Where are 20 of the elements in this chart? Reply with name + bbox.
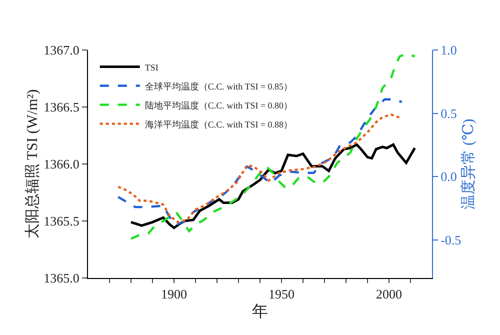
y2-axis-title: 温度异常 (℃) (460, 118, 478, 210)
legend-label: 陆地平均温度（C.C. with TSI = 0.80） (144, 100, 293, 110)
y-tick-label: 1366.0 (44, 156, 80, 172)
y2-tick-label: 0.5 (440, 106, 457, 121)
y2-tick-label: 0.0 (440, 169, 457, 184)
y2-tick-label: 1.0 (440, 42, 457, 58)
x-tick-label: 1900 (161, 286, 187, 302)
y2-tick-label: -0.5 (440, 232, 462, 248)
x-tick-label: 1950 (268, 286, 294, 302)
legend-label: TSI (144, 62, 158, 72)
y-axis-title: 太阳总辐照 TSI (W/m²) (24, 89, 41, 239)
y-tick-label: 1367.0 (44, 42, 80, 58)
line-series (130, 52, 416, 240)
y-tick-label: 1365.5 (44, 214, 80, 229)
y-tick-label: 1365.0 (44, 270, 80, 286)
y-tick-label: 1366.5 (44, 100, 80, 115)
legend-label: 海洋平均温度（C.C. with TSI = 0.88） (144, 119, 293, 130)
legend-label: 全球平均温度（C.C. with TSI = 0.85） (144, 81, 293, 92)
x-tick-label: 2000 (376, 286, 402, 302)
x-axis-title: 年 (252, 303, 268, 320)
